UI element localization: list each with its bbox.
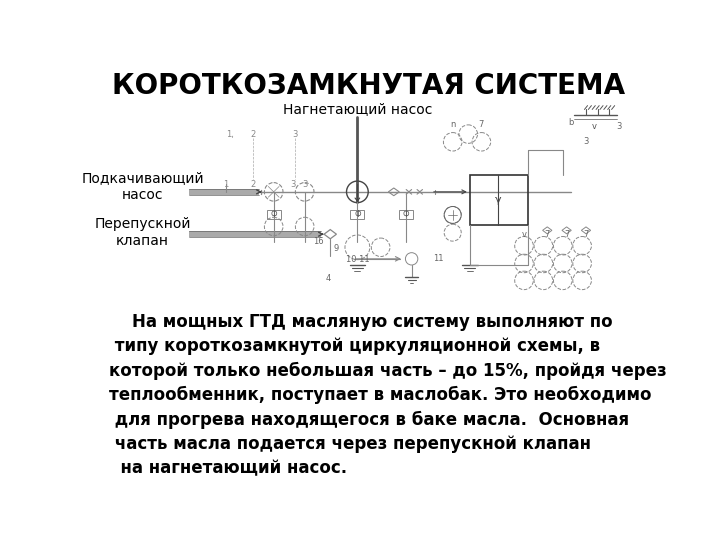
Text: Перепускной
клапан: Перепускной клапан (94, 217, 191, 248)
Text: 2: 2 (250, 180, 256, 188)
Text: 4: 4 (326, 274, 331, 282)
Text: n: n (450, 120, 455, 130)
Text: 11: 11 (433, 254, 444, 264)
Text: 7: 7 (583, 230, 589, 239)
Text: 3: 3 (293, 130, 298, 139)
Text: Подкачивающий
насос: Подкачивающий насос (81, 171, 204, 202)
Text: b: b (568, 118, 573, 127)
Text: Ф: Ф (271, 210, 277, 219)
Text: γ: γ (495, 194, 502, 205)
Bar (189, 189, 259, 195)
Text: v: v (591, 122, 596, 131)
Bar (351, 210, 364, 219)
Text: 10 11: 10 11 (346, 255, 369, 264)
Text: Ф: Ф (354, 210, 361, 219)
Bar (189, 231, 321, 237)
Text: 7: 7 (479, 120, 484, 130)
Text: 9: 9 (334, 244, 339, 253)
Text: 7: 7 (544, 230, 550, 239)
Text: 3: 3 (290, 180, 295, 188)
Bar (469, 175, 528, 225)
Text: 1,: 1, (225, 130, 233, 139)
Text: v: v (521, 230, 526, 239)
Text: 3: 3 (616, 122, 622, 131)
Text: 1: 1 (223, 180, 228, 188)
Text: Ф: Ф (403, 210, 410, 219)
Bar (266, 210, 281, 219)
Text: 3: 3 (302, 180, 307, 188)
Text: КОРОТКОЗАМКНУТАЯ СИСТЕМА: КОРОТКОЗАМКНУТАЯ СИСТЕМА (112, 72, 626, 100)
Text: 2: 2 (250, 130, 256, 139)
Text: 16: 16 (313, 238, 324, 246)
Text: 7: 7 (564, 230, 570, 239)
Text: На мощных ГТД масляную систему выполняют по
 типу короткозамкнутой циркуляционно: На мощных ГТД масляную систему выполняют… (109, 313, 667, 477)
Bar (399, 210, 413, 219)
Text: Нагнетающий насос: Нагнетающий насос (283, 103, 432, 117)
Text: 3: 3 (583, 137, 589, 146)
